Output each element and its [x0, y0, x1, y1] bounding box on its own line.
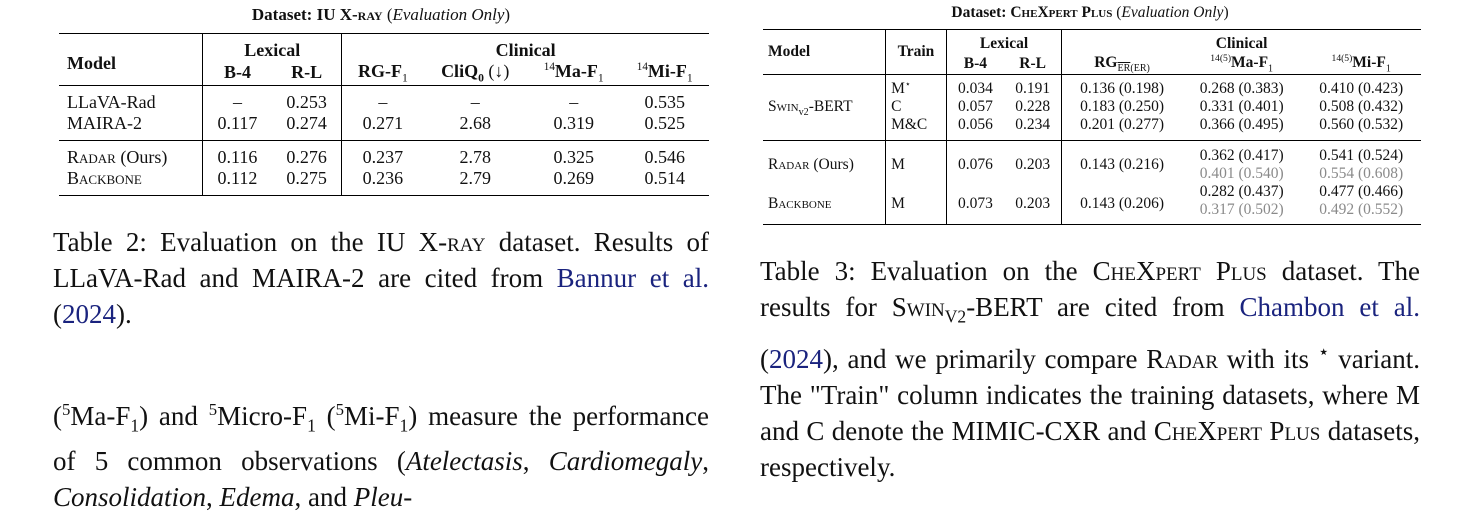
table-row: Radar (Ours) M 0.076 0.203 0.143 (0.216)…: [763, 140, 1421, 184]
table-row: MAIRA-2 0.117 0.274 0.271 2.68 0.319 0.5…: [59, 112, 709, 141]
table-row: LLaVA-Rad – 0.253 – – – 0.535: [59, 84, 709, 113]
col-train: Train: [885, 29, 947, 75]
col-rl: R-L: [271, 61, 343, 86]
col-ma: 14Ma-F1: [543, 61, 604, 85]
col-model: Model: [763, 29, 887, 75]
group-lexical: Lexical: [202, 33, 343, 61]
group-lexical: Lexical: [946, 29, 1063, 53]
table-row: Swinv2-BERT M⋆ 0.034 0.191 0.136 (0.198)…: [763, 74, 1421, 141]
col-rg: RGER(ER): [1094, 53, 1150, 74]
table2-caption: Table 2: Evaluation on the IU X-ray data…: [53, 226, 709, 329]
citation-year-link[interactable]: 2024: [62, 298, 116, 329]
col-mi: 14Mi-F1: [636, 61, 693, 85]
col-rl: R-L: [1004, 53, 1063, 75]
col-b4: B-4: [963, 54, 988, 72]
col-rg: RG-F1: [357, 61, 408, 85]
table-row: Backbone M 0.073 0.203 0.143 (0.206) 0.2…: [763, 183, 1421, 225]
group-clinical: Clinical: [495, 40, 556, 60]
table3-title: Dataset: CheXpert Plus (Evaluation Only): [951, 4, 1229, 21]
table-row: Backbone 0.112 0.275 0.236 2.79 0.269 0.…: [59, 167, 709, 196]
col-model: Model: [59, 33, 204, 86]
col-cliq: CliQ0 (↓): [441, 61, 510, 85]
group-clinical: Clinical: [1215, 35, 1268, 52]
table-row: C 0.057 0.228 0.183 (0.250) 0.331 (0.401…: [763, 98, 1421, 117]
table-row: 0.317 (0.502) 0.492 (0.552): [1199, 201, 1404, 219]
table2-title: Dataset: IU X-ray (Evaluation Only): [251, 5, 511, 24]
body-paragraph: (5Ma-F1) and 5Micro-F1 (5Mi-F1) measure …: [53, 399, 709, 512]
left-column: Dataset: IU X-ray (Evaluation Only) Mode…: [53, 0, 709, 515]
table3: Model Train Lexical Clinical B-4 R-L RGE…: [763, 29, 1421, 226]
table-row: Radar (Ours) 0.116 0.276 0.237 2.78 0.32…: [59, 139, 709, 168]
col-ma: 14(5)Ma-F1: [1210, 53, 1274, 75]
table2: Model Lexical Clinical B-4 R-L RG-F1 Cli…: [59, 33, 709, 196]
table3-caption: Table 3: Evaluation on the CheXpert Plus…: [760, 256, 1420, 482]
table-row: 0.401 (0.540) 0.554 (0.608): [1199, 165, 1404, 183]
citation-link[interactable]: Bannur et al.: [556, 262, 709, 293]
table-row: M&C 0.056 0.234 0.201 (0.277) 0.366 (0.4…: [763, 116, 1421, 141]
col-mi: 14(5)Mi-F1: [1331, 53, 1391, 75]
right-column: Dataset: CheXpert Plus (Evaluation Only)…: [760, 0, 1421, 485]
citation-link[interactable]: Chambon et al.: [1239, 292, 1420, 323]
col-b4: B-4: [223, 62, 251, 83]
citation-year-link[interactable]: 2024: [769, 343, 823, 374]
